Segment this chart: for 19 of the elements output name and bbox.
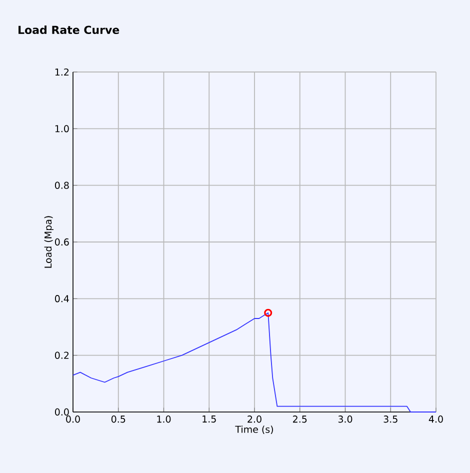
x-axis-title: Time (s): [235, 426, 273, 434]
y-tick-label: 1.0: [55, 125, 69, 132]
x-tick-label: 0.5: [111, 416, 126, 423]
chart-title: Load Rate Curve: [18, 26, 120, 34]
x-tick-label: 1.5: [202, 416, 216, 423]
y-tick-label: 0.0: [54, 408, 69, 416]
y-tick-label: 0.4: [54, 295, 69, 302]
y-tick-label: 0.6: [54, 238, 69, 246]
x-tick-label: 0.0: [66, 416, 80, 423]
x-tick-label: 2.0: [248, 416, 262, 423]
x-tick-label: 4.0: [428, 416, 443, 423]
x-tick-label: 3.5: [384, 416, 398, 423]
y-tick-label: 1.2: [55, 68, 69, 76]
x-tick-label: 1.0: [157, 416, 171, 423]
y-tick-label: 0.8: [54, 182, 69, 189]
y-tick-label: 0.2: [54, 352, 69, 359]
y-axis-title: Load (Mpa): [44, 216, 54, 268]
x-tick-label: 2.5: [293, 416, 307, 423]
x-tick-label: 3.0: [338, 416, 352, 423]
